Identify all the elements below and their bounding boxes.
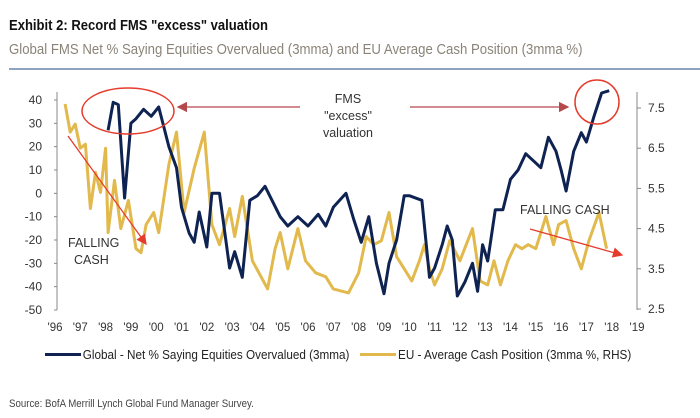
x-tick-label: '18 [604, 322, 619, 334]
right-tick-label: 2.5 [648, 302, 665, 316]
falling-cash-arrow-left [67, 135, 147, 246]
x-tick-label: '96 [48, 322, 63, 334]
highlight-circle-2017 [574, 79, 620, 125]
x-tick-label: '10 [402, 322, 417, 334]
right-tick-label: 5.5 [648, 181, 665, 195]
x-tick-label: '17 [579, 322, 594, 334]
axes: -50 -40 -30 -20 -10 0 10 20 30 40 2.5 3.5 4.5 5.5 6.5 7… [25, 92, 665, 334]
x-tick-label: '03 [225, 322, 240, 334]
highlight-circle-2000 [81, 87, 175, 135]
title-divider [9, 68, 700, 70]
x-tick-label: '97 [73, 322, 88, 334]
x-tick-label: '99 [123, 322, 138, 334]
x-tick-label: '98 [98, 322, 113, 334]
left-tick-label: 0 [35, 186, 42, 200]
left-tick-label: -30 [25, 256, 43, 270]
x-tick-label: '19 [630, 322, 645, 334]
left-tick-label: 20 [29, 140, 43, 154]
x-tick-label: '13 [478, 322, 493, 334]
legend-label-eu: EU - Average Cash Position (3mma %, RHS) [398, 347, 632, 362]
left-tick-label: -40 [25, 280, 43, 294]
legend: Global - Net % Saying Equities Overvalue… [45, 347, 631, 362]
x-tick-label: '05 [275, 322, 290, 334]
x-tick-label: '00 [149, 322, 164, 334]
right-tick-label: 3.5 [648, 262, 665, 276]
falling-cash-arrow-right [529, 228, 624, 258]
legend-swatch-global [45, 353, 81, 356]
falling-cash-label-right: FALLING CASH [520, 203, 610, 217]
eu-cash-line [63, 103, 609, 295]
annotations: FMS "excess" valuation FALLING CASH FALLING C… [67, 79, 624, 267]
x-tick-label: '09 [376, 322, 391, 334]
exhibit-title: Exhibit 2: Record FMS "excess" valuation [9, 18, 268, 34]
left-tick-label: -50 [25, 303, 43, 317]
right-tick-label: 6.5 [648, 141, 665, 155]
series-lines [63, 89, 610, 298]
right-tick-label: 7.5 [648, 101, 665, 115]
chart-subtitle: Global FMS Net % Saying Equities Overval… [9, 41, 583, 58]
fms-excess-label: valuation [323, 126, 373, 140]
left-tick-label: 40 [29, 93, 43, 107]
falling-cash-label-left: CASH [74, 253, 109, 267]
legend-swatch-eu [360, 353, 397, 356]
x-tick-label: '12 [452, 322, 467, 334]
x-tick-label: '16 [554, 322, 569, 334]
x-tick-label: '08 [351, 322, 366, 334]
right-tick-label: 4.5 [648, 222, 665, 236]
x-tick-label: '04 [250, 322, 266, 334]
x-tick-label: '02 [199, 322, 214, 334]
global-overvalued-line [106, 89, 610, 298]
left-tick-label: -20 [25, 233, 43, 247]
left-tick-label: 30 [29, 116, 43, 130]
fms-excess-label: "excess" [324, 109, 372, 123]
falling-cash-label-left: FALLING [68, 236, 119, 250]
x-tick-label: '01 [174, 322, 189, 334]
legend-label-global: Global - Net % Saying Equities Overvalue… [82, 347, 350, 362]
left-tick-label: 10 [29, 163, 43, 177]
x-tick-label: '14 [503, 322, 519, 334]
source-note: Source: BofA Merrill Lynch Global Fund M… [9, 398, 254, 410]
x-tick-label: '15 [528, 322, 543, 334]
x-tick-label: '07 [326, 322, 341, 334]
x-tick-label: '06 [301, 322, 316, 334]
x-tick-label: '11 [427, 322, 441, 334]
left-tick-label: -10 [25, 210, 43, 224]
fms-excess-label: FMS [335, 92, 361, 106]
